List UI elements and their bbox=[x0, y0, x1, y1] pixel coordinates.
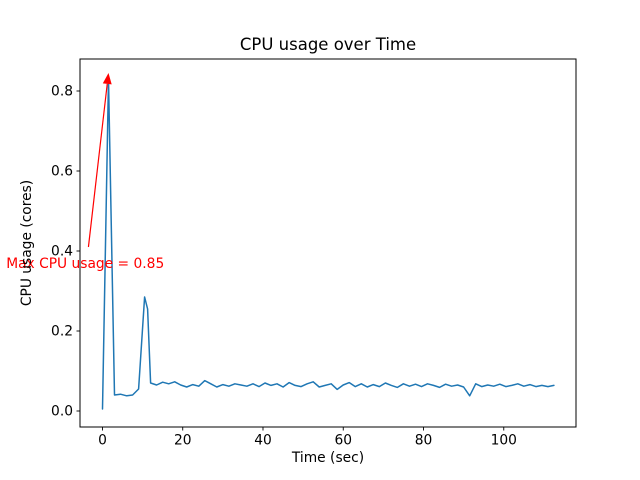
x-axis-label: Time (sec) bbox=[291, 450, 364, 466]
y-tick-label: 0.4 bbox=[51, 244, 73, 260]
y-tick-label: 0.2 bbox=[51, 324, 73, 340]
annotation-arrowhead bbox=[102, 73, 112, 85]
axes-frame bbox=[79, 58, 577, 428]
chart-title: CPU usage over Time bbox=[240, 35, 416, 54]
x-tick-label: 0 bbox=[98, 433, 107, 449]
annotation-arrow-line bbox=[87, 83, 108, 248]
x-tick-label: 40 bbox=[254, 433, 272, 449]
plot-area: 0 20 40 60 80 100 0.0 0.2 0.4 0.6 0.8 Max CPU usage… bbox=[6, 58, 577, 449]
x-tick-label: 80 bbox=[415, 433, 433, 449]
y-tick-label: 0.0 bbox=[51, 404, 73, 420]
cpu-usage-line bbox=[101, 78, 555, 410]
y-tick-label: 0.8 bbox=[51, 84, 73, 100]
x-tick-label: 100 bbox=[491, 433, 517, 449]
x-tick-label: 20 bbox=[174, 433, 192, 449]
annotation-text: Max CPU usage = 0.85 bbox=[6, 256, 164, 272]
y-tick-label: 0.6 bbox=[51, 164, 73, 180]
x-tick-label: 60 bbox=[334, 433, 352, 449]
y-axis-label: CPU usage (cores) bbox=[19, 180, 35, 306]
